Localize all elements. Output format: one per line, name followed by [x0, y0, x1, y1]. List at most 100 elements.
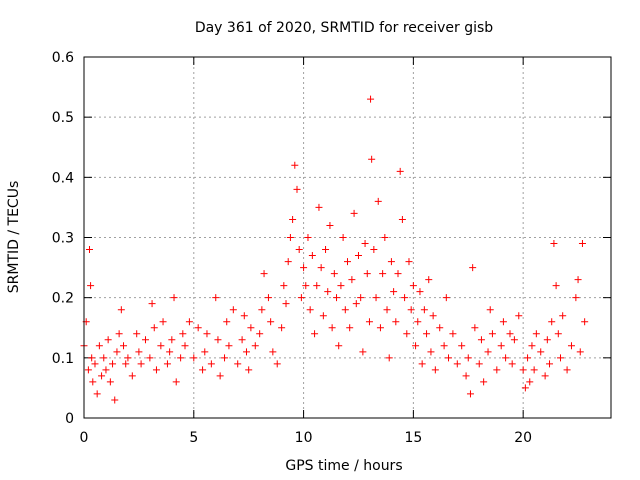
data-point [223, 318, 231, 326]
data-point [315, 203, 323, 211]
data-point [260, 270, 268, 278]
data-point [304, 234, 312, 241]
data-point [559, 312, 567, 320]
data-point [170, 294, 178, 302]
y-tick-label: 0.1 [52, 351, 74, 367]
data-point [203, 330, 211, 338]
data-point [464, 354, 472, 362]
data-point [102, 366, 110, 374]
data-point [440, 342, 448, 350]
data-point [88, 354, 96, 362]
chart-title: Day 361 of 2020, SRMTID for receiver gis… [195, 20, 493, 36]
data-point [387, 258, 395, 266]
data-point [324, 288, 332, 296]
data-point [190, 354, 198, 362]
plot-frame [83, 56, 612, 419]
data-point [150, 324, 158, 332]
data-point [152, 366, 160, 374]
data-point [477, 336, 485, 344]
data-point [319, 312, 327, 320]
data-point [93, 390, 101, 398]
data-point [381, 234, 389, 241]
data-point [436, 324, 444, 332]
data-point [510, 336, 518, 344]
data-point [572, 294, 580, 302]
data-point [471, 324, 479, 332]
data-point [576, 348, 584, 356]
data-point [128, 372, 136, 380]
data-point [122, 360, 130, 368]
data-point [567, 342, 575, 350]
data-point [361, 240, 369, 248]
data-point [418, 360, 426, 368]
data-point [458, 342, 466, 350]
data-point [392, 318, 400, 326]
data-point [300, 264, 308, 272]
data-point [429, 312, 437, 320]
data-point [423, 330, 431, 338]
data-point [106, 378, 114, 386]
data-point [133, 330, 141, 338]
data-point [493, 366, 501, 374]
data-point [214, 336, 222, 344]
data-point [445, 354, 453, 362]
data-point [484, 348, 492, 356]
data-point [172, 378, 180, 386]
data-point [385, 354, 393, 362]
data-point [563, 366, 571, 374]
data-point [398, 215, 406, 223]
data-point [267, 318, 275, 326]
data-point [578, 240, 586, 248]
data-point [405, 258, 413, 266]
data-point [469, 264, 477, 272]
data-point [124, 354, 132, 362]
data-point [453, 360, 461, 368]
data-point [475, 360, 483, 368]
y-tick-label: 0.2 [52, 291, 74, 307]
data-point [379, 270, 387, 278]
data-point [427, 348, 435, 356]
data-point [488, 330, 496, 338]
data-point [335, 342, 343, 350]
data-point [113, 348, 121, 356]
x-tick-label: 0 [80, 430, 89, 446]
data-point [212, 294, 220, 302]
data-point [556, 354, 564, 362]
data-point [537, 348, 545, 356]
data-point [449, 330, 457, 338]
data-point [346, 324, 354, 332]
data-point [89, 378, 97, 386]
data-point [546, 360, 554, 368]
data-point [100, 354, 108, 362]
data-point [229, 306, 237, 314]
data-point [574, 276, 582, 284]
data-point [326, 221, 334, 229]
data-point [284, 258, 292, 266]
data-point [396, 167, 404, 175]
data-point [506, 330, 514, 338]
data-point [515, 312, 523, 320]
data-point [313, 282, 321, 290]
data-point [185, 318, 193, 326]
data-point [282, 300, 290, 308]
data-point [359, 348, 367, 356]
data-point [157, 342, 165, 350]
data-point [117, 306, 125, 314]
y-tick-label: 0.6 [52, 50, 74, 66]
data-point [339, 234, 347, 241]
data-point [104, 336, 112, 344]
data-point [289, 215, 297, 223]
data-point [344, 258, 351, 266]
data-point [293, 185, 301, 193]
data-point [543, 336, 551, 344]
data-point [416, 288, 424, 296]
x-tick-label: 20 [514, 430, 532, 446]
data-point [480, 378, 488, 386]
data-point [532, 330, 540, 338]
data-point [242, 348, 250, 356]
data-point [273, 360, 281, 368]
data-point [403, 330, 411, 338]
data-point [322, 246, 330, 254]
x-tick-label: 5 [189, 430, 198, 446]
